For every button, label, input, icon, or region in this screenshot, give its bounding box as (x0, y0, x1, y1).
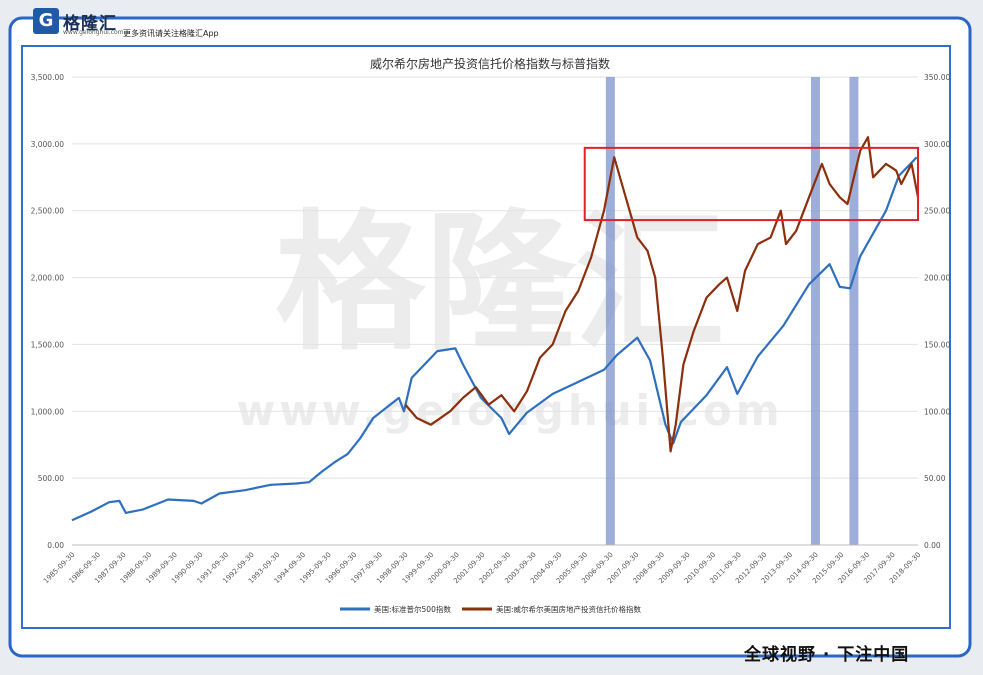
y-right-tick-label: 150.00 (924, 340, 950, 349)
y-left-tick-label: 500.00 (38, 474, 64, 483)
y-right-tick-label: 100.00 (924, 407, 950, 416)
y-left-tick-label: 1,500.00 (31, 340, 65, 349)
y-left-tick-label: 0.00 (47, 541, 64, 550)
y-left-tick-label: 2,000.00 (31, 274, 65, 283)
y-right-tick-label: 300.00 (924, 140, 950, 149)
legend: 美国:标准普尔500指数 美国:威尔希尔美国房地产投资信托价格指数 (340, 604, 642, 614)
y-right-tick-label: 350.00 (924, 73, 950, 82)
header-tagline: 更多资讯请关注格隆汇App (123, 29, 219, 38)
y-right-tick-label: 250.00 (924, 207, 950, 216)
logo-url: www.gelonghui.com (63, 29, 124, 36)
y-left-tick-label: 2,500.00 (31, 207, 65, 216)
y-left-tick-label: 3,000.00 (31, 140, 65, 149)
y-left-tick-label: 1,000.00 (31, 407, 65, 416)
legend-label-reit: 美国:威尔希尔美国房地产投资信托价格指数 (496, 604, 642, 614)
y-right-tick-label: 50.00 (924, 474, 946, 483)
brand-logo: G 格隆汇 www.gelonghui.com (33, 8, 125, 36)
reit-line (404, 136, 920, 453)
y-left-tick-label: 3,500.00 (31, 73, 65, 82)
footer-slogan: 全球视野 · 下注中国 (744, 645, 910, 665)
y-right-tick-label: 200.00 (924, 274, 950, 283)
highlight-box-layer (583, 146, 920, 222)
sp500-line (71, 156, 918, 522)
chart-title: 威尔希尔房地产投资信托价格指数与标普指数 (370, 56, 610, 71)
highlight-band (810, 77, 820, 545)
logo-text: 格隆汇 (63, 14, 117, 34)
chart-panel (21, 45, 951, 629)
watermark-url: www.gelonghui.com (236, 386, 783, 435)
legend-label-sp500: 美国:标准普尔500指数 (374, 604, 451, 614)
series-lines (71, 136, 920, 522)
watermark-logo: 格隆汇 (275, 197, 725, 371)
highlight-box (583, 146, 920, 222)
y-right-tick-label: 0.00 (924, 541, 941, 550)
logo-mark-icon: G (33, 8, 59, 34)
highlight-band (605, 77, 615, 545)
highlight-band (849, 77, 859, 545)
highlight-bands (605, 77, 859, 545)
